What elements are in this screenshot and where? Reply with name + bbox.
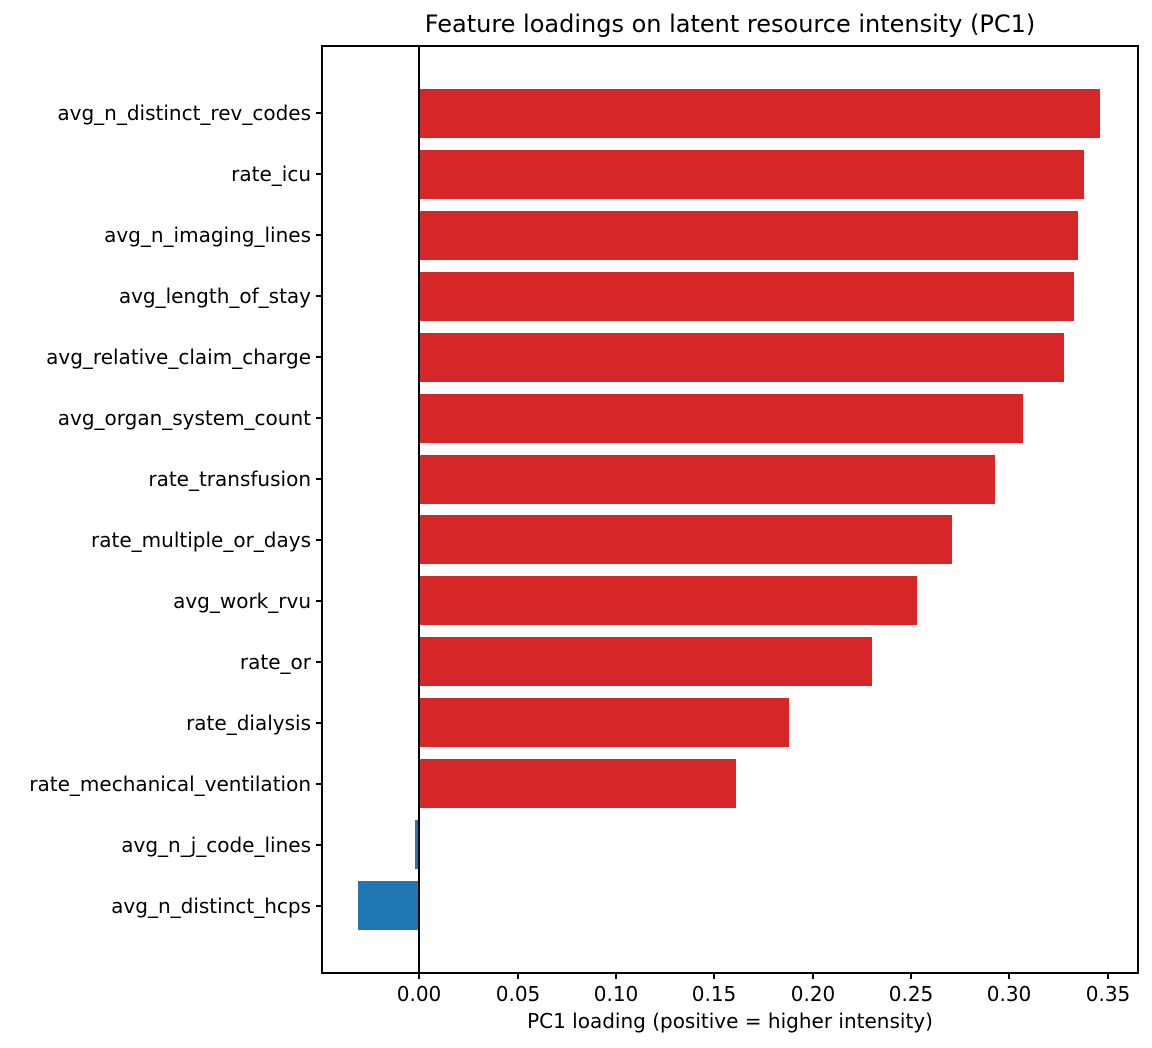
y-tick-mark-avg_n_j_code_lines [316,844,323,846]
bar-avg_work_rvu [419,576,917,625]
y-tick-label-avg_n_j_code_lines: avg_n_j_code_lines [121,833,311,857]
bar-avg_n_distinct_rev_codes [419,89,1100,138]
x-tick-mark-0.20 [812,972,814,979]
y-tick-label-avg_organ_system_count: avg_organ_system_count [57,406,311,430]
x-tick-mark-0.10 [615,972,617,979]
x-tick-mark-0.00 [418,972,420,979]
y-tick-label-rate_or: rate_or [239,650,311,674]
bar-avg_n_imaging_lines [419,211,1078,260]
plot-area [323,47,1137,972]
x-tick-mark-0.05 [517,972,519,979]
bar-avg_relative_claim_charge [419,333,1065,382]
bar-avg_length_of_stay [419,272,1075,321]
x-tick-label-0.05: 0.05 [495,982,541,1006]
y-tick-label-rate_dialysis: rate_dialysis [186,711,311,735]
bar-avg_organ_system_count [419,394,1023,443]
y-tick-mark-avg_work_rvu [316,600,323,602]
x-tick-mark-0.15 [713,972,715,979]
x-tick-label-0.00: 0.00 [396,982,442,1006]
x-axis-label: PC1 loading (positive = higher intensity… [527,1009,933,1033]
y-tick-mark-avg_relative_claim_charge [316,356,323,358]
y-tick-label-avg_n_imaging_lines: avg_n_imaging_lines [104,223,311,247]
bar-rate_icu [419,150,1084,199]
zero-baseline [418,47,420,972]
y-tick-mark-avg_n_imaging_lines [316,234,323,236]
y-tick-mark-avg_n_distinct_hcps [316,905,323,907]
bar-avg_n_distinct_hcps [358,881,420,930]
y-tick-label-avg_n_distinct_rev_codes: avg_n_distinct_rev_codes [57,101,311,125]
y-tick-label-avg_relative_claim_charge: avg_relative_claim_charge [46,345,311,369]
x-tick-label-0.35: 0.35 [1085,982,1131,1006]
bar-rate_multiple_or_days [419,515,953,564]
x-tick-mark-0.35 [1107,972,1109,979]
x-tick-label-0.20: 0.20 [790,982,836,1006]
bar-avg_n_j_code_lines [415,820,420,869]
y-tick-label-rate_icu: rate_icu [231,162,311,186]
x-tick-label-0.15: 0.15 [691,982,737,1006]
y-tick-mark-rate_transfusion [316,478,323,480]
bar-rate_mechanical_ventilation [419,759,736,808]
y-tick-mark-rate_multiple_or_days [316,539,323,541]
y-tick-mark-avg_organ_system_count [316,417,323,419]
x-tick-label-0.25: 0.25 [888,982,934,1006]
y-tick-label-avg_n_distinct_hcps: avg_n_distinct_hcps [111,894,311,918]
y-tick-mark-rate_or [316,661,323,663]
y-tick-label-rate_transfusion: rate_transfusion [148,467,311,491]
x-tick-mark-0.30 [1008,972,1010,979]
y-tick-label-avg_work_rvu: avg_work_rvu [173,589,311,613]
y-tick-mark-avg_n_distinct_rev_codes [316,112,323,114]
bar-rate_dialysis [419,698,789,747]
y-tick-label-rate_multiple_or_days: rate_multiple_or_days [91,528,311,552]
y-tick-mark-rate_icu [316,173,323,175]
bar-rate_or [419,637,872,686]
y-tick-mark-rate_mechanical_ventilation [316,783,323,785]
y-tick-label-rate_mechanical_ventilation: rate_mechanical_ventilation [29,772,311,796]
chart-title: Feature loadings on latent resource inte… [424,10,1036,38]
y-tick-label-avg_length_of_stay: avg_length_of_stay [118,284,311,308]
y-tick-mark-avg_length_of_stay [316,295,323,297]
x-tick-mark-0.25 [910,972,912,979]
x-tick-label-0.10: 0.10 [593,982,639,1006]
bar-rate_transfusion [419,455,996,504]
x-tick-label-0.30: 0.30 [986,982,1032,1006]
y-tick-mark-rate_dialysis [316,722,323,724]
